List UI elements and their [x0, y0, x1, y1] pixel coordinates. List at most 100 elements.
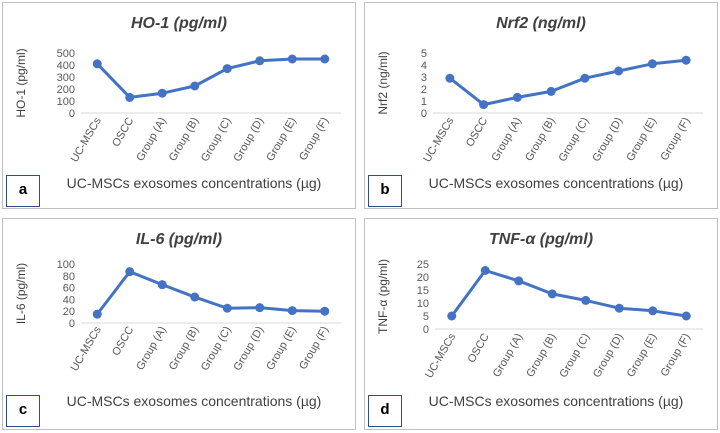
panel-letter-b: b [368, 175, 402, 207]
data-point [614, 303, 624, 313]
data-point [92, 59, 102, 69]
data-point [512, 92, 522, 102]
x-axis-label-c: UC-MSCs exosomes concentrations (µg) [66, 393, 322, 409]
y-tick-label: 0 [69, 318, 75, 330]
data-point [647, 59, 657, 69]
x-tick-label: UC-MSCs [423, 331, 458, 380]
y-tick-label: 100 [57, 259, 75, 271]
x-tick-label: OSCC [464, 115, 490, 149]
x-tick-label: UC-MSCs [69, 115, 104, 164]
x-tick-label: Group (F) [658, 116, 692, 163]
data-point [255, 303, 265, 313]
data-point [125, 92, 135, 102]
data-point [445, 73, 455, 83]
series-line [96, 270, 325, 316]
series-line [450, 269, 687, 318]
chart-panel-c: 0 20 40 60 80 100 IL-6 (pg/ml) UC-MSCs OSCC Group… [2, 218, 356, 430]
panel-letter-d: d [368, 395, 402, 427]
data-point [547, 289, 557, 299]
x-tick-label: Group (A) [134, 116, 169, 164]
data-point [480, 266, 490, 275]
y-tick-label: 60 [63, 283, 75, 295]
x-tick-label: OSCC [466, 331, 492, 365]
x-tick-label: Group (A) [489, 116, 524, 164]
y-axis-label: Nrf2 (ng/ml) [376, 51, 390, 114]
chart-title-d: TNF-α (pg/ml) [488, 231, 594, 248]
x-tick-label: Group (D) [590, 116, 625, 164]
data-point [681, 55, 691, 65]
data-point [447, 311, 457, 321]
chart-panel-a: 0 100 200 300 400 500 HO-1 (pg/ml) UC-MSCs OSCC G… [2, 2, 356, 209]
y-tick-label: 1 [421, 96, 427, 108]
series-line [448, 58, 687, 107]
x-tick-label: Group (E) [625, 332, 660, 380]
y-tick-label: 300 [57, 72, 75, 84]
data-point [320, 54, 330, 64]
x-tick-label: Group (B) [167, 325, 202, 373]
x-tick-label: Group (C) [199, 325, 234, 373]
y-axis-label: HO-1 (pg/ml) [14, 48, 28, 117]
x-tick-label: Group (A) [134, 325, 169, 373]
data-point [222, 64, 232, 74]
x-axis-label-a: UC-MSCs exosomes concentrations (µg) [66, 175, 322, 191]
x-tick-label: UC-MSCs [69, 324, 104, 373]
data-point [222, 303, 232, 313]
y-tick-label: 20 [63, 306, 75, 318]
data-point [125, 267, 135, 277]
x-tick-label: Group (C) [558, 332, 593, 380]
x-tick-label: Group (E) [264, 325, 299, 373]
y-tick-label: 40 [63, 294, 75, 306]
data-point [580, 73, 590, 83]
data-point [581, 295, 591, 305]
y-tick-label: 200 [57, 84, 75, 96]
y-tick-label: 0 [69, 108, 75, 120]
chart-panel-d: 0 5 10 15 20 25 TNF-α (pg/ml) UC-MSCs OSCC Group … [364, 218, 718, 430]
y-tick-label: 500 [57, 48, 75, 60]
x-tick-label: Group (A) [491, 332, 526, 380]
y-tick-label: 400 [57, 60, 75, 72]
x-tick-label: OSCC [110, 115, 136, 149]
x-axis-label-b: UC-MSCs exosomes concentrations (µg) [428, 175, 684, 191]
data-point [255, 56, 265, 66]
x-tick-label: Group (E) [624, 116, 659, 164]
data-point [514, 276, 524, 286]
x-tick-label: Group (C) [199, 116, 234, 164]
x-axis-label-d: UC-MSCs exosomes concentrations (µg) [428, 393, 684, 409]
x-tick-label: Group (B) [523, 116, 558, 164]
panel-letter-c: c [6, 395, 40, 427]
y-tick-label: 0 [423, 324, 429, 336]
y-tick-label: 4 [421, 60, 427, 72]
x-tick-label: Group (E) [264, 116, 299, 164]
data-point [320, 306, 330, 316]
x-tick-label: Group (D) [232, 325, 267, 373]
x-tick-label: Group (F) [297, 325, 331, 372]
data-point [190, 81, 200, 91]
y-tick-label: 2 [421, 84, 427, 96]
data-point [157, 88, 167, 98]
data-point [479, 100, 489, 110]
x-tick-label: Group (B) [524, 332, 559, 380]
data-point [287, 54, 297, 64]
y-tick-label: 25 [417, 259, 429, 271]
y-tick-label: 15 [417, 285, 429, 297]
data-point [614, 66, 624, 76]
data-point [190, 292, 200, 302]
data-point [681, 311, 691, 321]
x-tick-label: Group (C) [557, 116, 592, 164]
chart-title-b: Nrf2 (ng/ml) [496, 15, 586, 32]
data-point [648, 306, 658, 316]
y-tick-label: 5 [423, 311, 429, 323]
data-point [92, 309, 102, 319]
series-line [96, 57, 325, 99]
y-tick-label: 10 [417, 298, 429, 310]
x-tick-label: Group (F) [297, 116, 331, 163]
y-axis-label: IL-6 (pg/ml) [14, 263, 28, 324]
x-tick-label: Group (F) [659, 332, 693, 379]
x-tick-label: Group (B) [167, 116, 202, 164]
y-tick-label: 100 [57, 96, 75, 108]
chart-title-a: HO-1 (pg/ml) [131, 15, 227, 32]
y-tick-label: 3 [421, 72, 427, 84]
